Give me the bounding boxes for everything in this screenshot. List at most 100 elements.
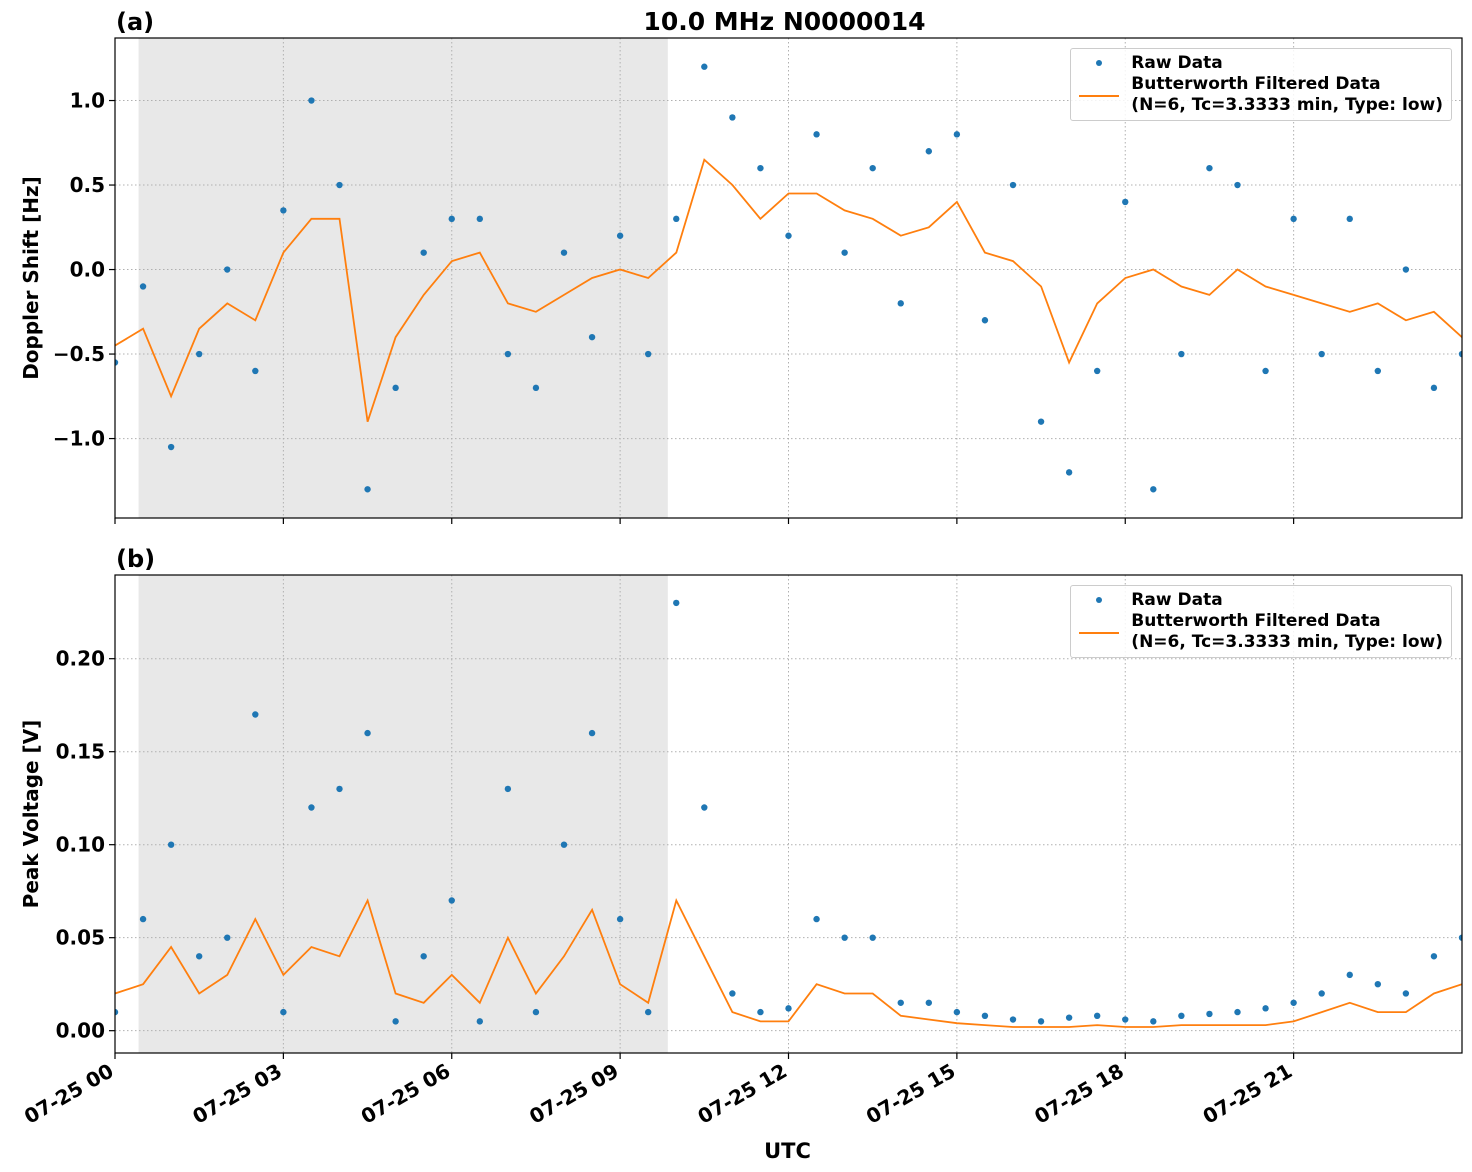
raw-point xyxy=(224,934,231,941)
raw-point xyxy=(1234,1008,1241,1016)
shaded-span xyxy=(138,38,668,518)
raw-point xyxy=(644,1008,652,1016)
y-tick-label: 0.00 xyxy=(56,1019,105,1043)
raw-point xyxy=(420,953,427,960)
raw-point xyxy=(195,953,203,960)
raw-point xyxy=(476,215,484,223)
filtered-line xyxy=(115,158,1462,422)
raw-point xyxy=(532,384,540,392)
raw-point xyxy=(701,804,708,811)
raw-point xyxy=(476,1018,484,1025)
raw-point xyxy=(1009,181,1017,189)
raw-point xyxy=(1430,384,1438,392)
legend-label: Butterworth Filtered Data (N=6, Tc=3.333… xyxy=(1131,74,1443,115)
raw-point xyxy=(1065,469,1073,476)
shaded-span xyxy=(138,575,668,1053)
chart-title: 10.0 MHz N0000014 xyxy=(643,7,925,36)
x-axis-label: UTC xyxy=(764,1139,811,1163)
raw-point xyxy=(115,359,119,366)
raw-point xyxy=(841,934,848,941)
raw-point xyxy=(1346,215,1353,223)
y-axis-label: Doppler Shift [Hz] xyxy=(19,176,43,380)
raw-point xyxy=(729,990,736,997)
raw-point xyxy=(308,804,315,811)
raw-point xyxy=(1346,971,1353,979)
raw-point xyxy=(673,599,680,607)
legend-key xyxy=(1079,590,1119,611)
raw-point xyxy=(252,367,259,375)
raw-point xyxy=(785,232,792,239)
legend-label: Raw Data xyxy=(1131,53,1223,73)
raw-point xyxy=(1150,1018,1157,1025)
raw-point xyxy=(1178,1012,1185,1020)
raw-point xyxy=(336,181,343,189)
y-tick-label: 0.15 xyxy=(56,740,105,764)
raw-point xyxy=(1206,1010,1213,1018)
raw-point xyxy=(1290,215,1297,223)
raw-point xyxy=(1318,350,1325,358)
legend-key xyxy=(1079,74,1120,116)
x-tick-label: 07-25 21 xyxy=(1199,1059,1297,1129)
raw-point xyxy=(616,915,624,923)
raw-point xyxy=(869,164,876,172)
y-tick-label: 1.0 xyxy=(70,89,105,113)
legend-label: Butterworth Filtered Data (N=6, Tc=3.333… xyxy=(1131,611,1443,652)
raw-point xyxy=(364,486,371,493)
raw-point xyxy=(252,711,259,718)
raw-point xyxy=(644,350,652,358)
raw-point xyxy=(1037,418,1045,425)
legend-label: Raw Data xyxy=(1131,590,1223,610)
raw-point xyxy=(364,729,371,737)
raw-point xyxy=(953,1008,961,1016)
legend-swatch xyxy=(1079,632,1120,634)
raw-point xyxy=(420,249,427,256)
raw-point xyxy=(897,999,904,1006)
plot-area xyxy=(115,599,1462,1028)
y-tick-label: 0.20 xyxy=(56,647,105,671)
raw-point xyxy=(1178,350,1185,358)
raw-point xyxy=(1262,1005,1269,1012)
legend-entry: Butterworth Filtered Data (N=6, Tc=3.333… xyxy=(1079,74,1443,116)
raw-point xyxy=(448,897,455,904)
x-tick-label: 07-25 06 xyxy=(357,1059,455,1129)
raw-point xyxy=(701,63,708,70)
raw-point xyxy=(616,232,624,239)
raw-point xyxy=(448,215,455,223)
raw-point xyxy=(167,841,175,848)
raw-point xyxy=(1122,198,1129,206)
x-tick-label: 07-25 18 xyxy=(1030,1059,1128,1129)
x-tick-label: 07-25 03 xyxy=(188,1059,286,1129)
raw-point xyxy=(336,785,343,793)
legend-entry: Raw Data xyxy=(1079,53,1443,74)
raw-point xyxy=(1037,1018,1045,1025)
x-tick-label: 07-25 00 xyxy=(20,1059,118,1129)
raw-point xyxy=(757,164,764,172)
legend-key xyxy=(1079,53,1119,74)
raw-point xyxy=(757,1008,764,1016)
raw-point xyxy=(729,114,736,121)
raw-point xyxy=(1318,990,1325,997)
legend: Raw Data Butterworth Filtered Data (N=6, … xyxy=(1070,48,1452,121)
raw-point xyxy=(813,915,820,923)
raw-point xyxy=(224,266,231,273)
raw-point xyxy=(1290,999,1297,1006)
legend-entry: Raw Data xyxy=(1079,590,1443,611)
y-tick-label: −0.5 xyxy=(53,342,105,366)
raw-point xyxy=(560,249,568,256)
raw-point xyxy=(1458,934,1462,941)
y-tick-label: 0.05 xyxy=(56,926,105,950)
raw-point xyxy=(504,350,512,358)
raw-point xyxy=(841,249,848,256)
axes-frame xyxy=(114,574,1463,1054)
raw-point xyxy=(392,384,399,392)
raw-point xyxy=(785,1005,792,1012)
panel-label: (b) xyxy=(116,545,155,573)
filtered-line xyxy=(115,898,1462,1028)
raw-point xyxy=(925,999,933,1006)
raw-point xyxy=(115,1008,119,1016)
raw-point xyxy=(167,443,175,451)
raw-point xyxy=(392,1018,399,1025)
y-tick-label: 0.0 xyxy=(70,258,105,282)
raw-point xyxy=(139,915,147,923)
plot-area xyxy=(115,63,1462,493)
